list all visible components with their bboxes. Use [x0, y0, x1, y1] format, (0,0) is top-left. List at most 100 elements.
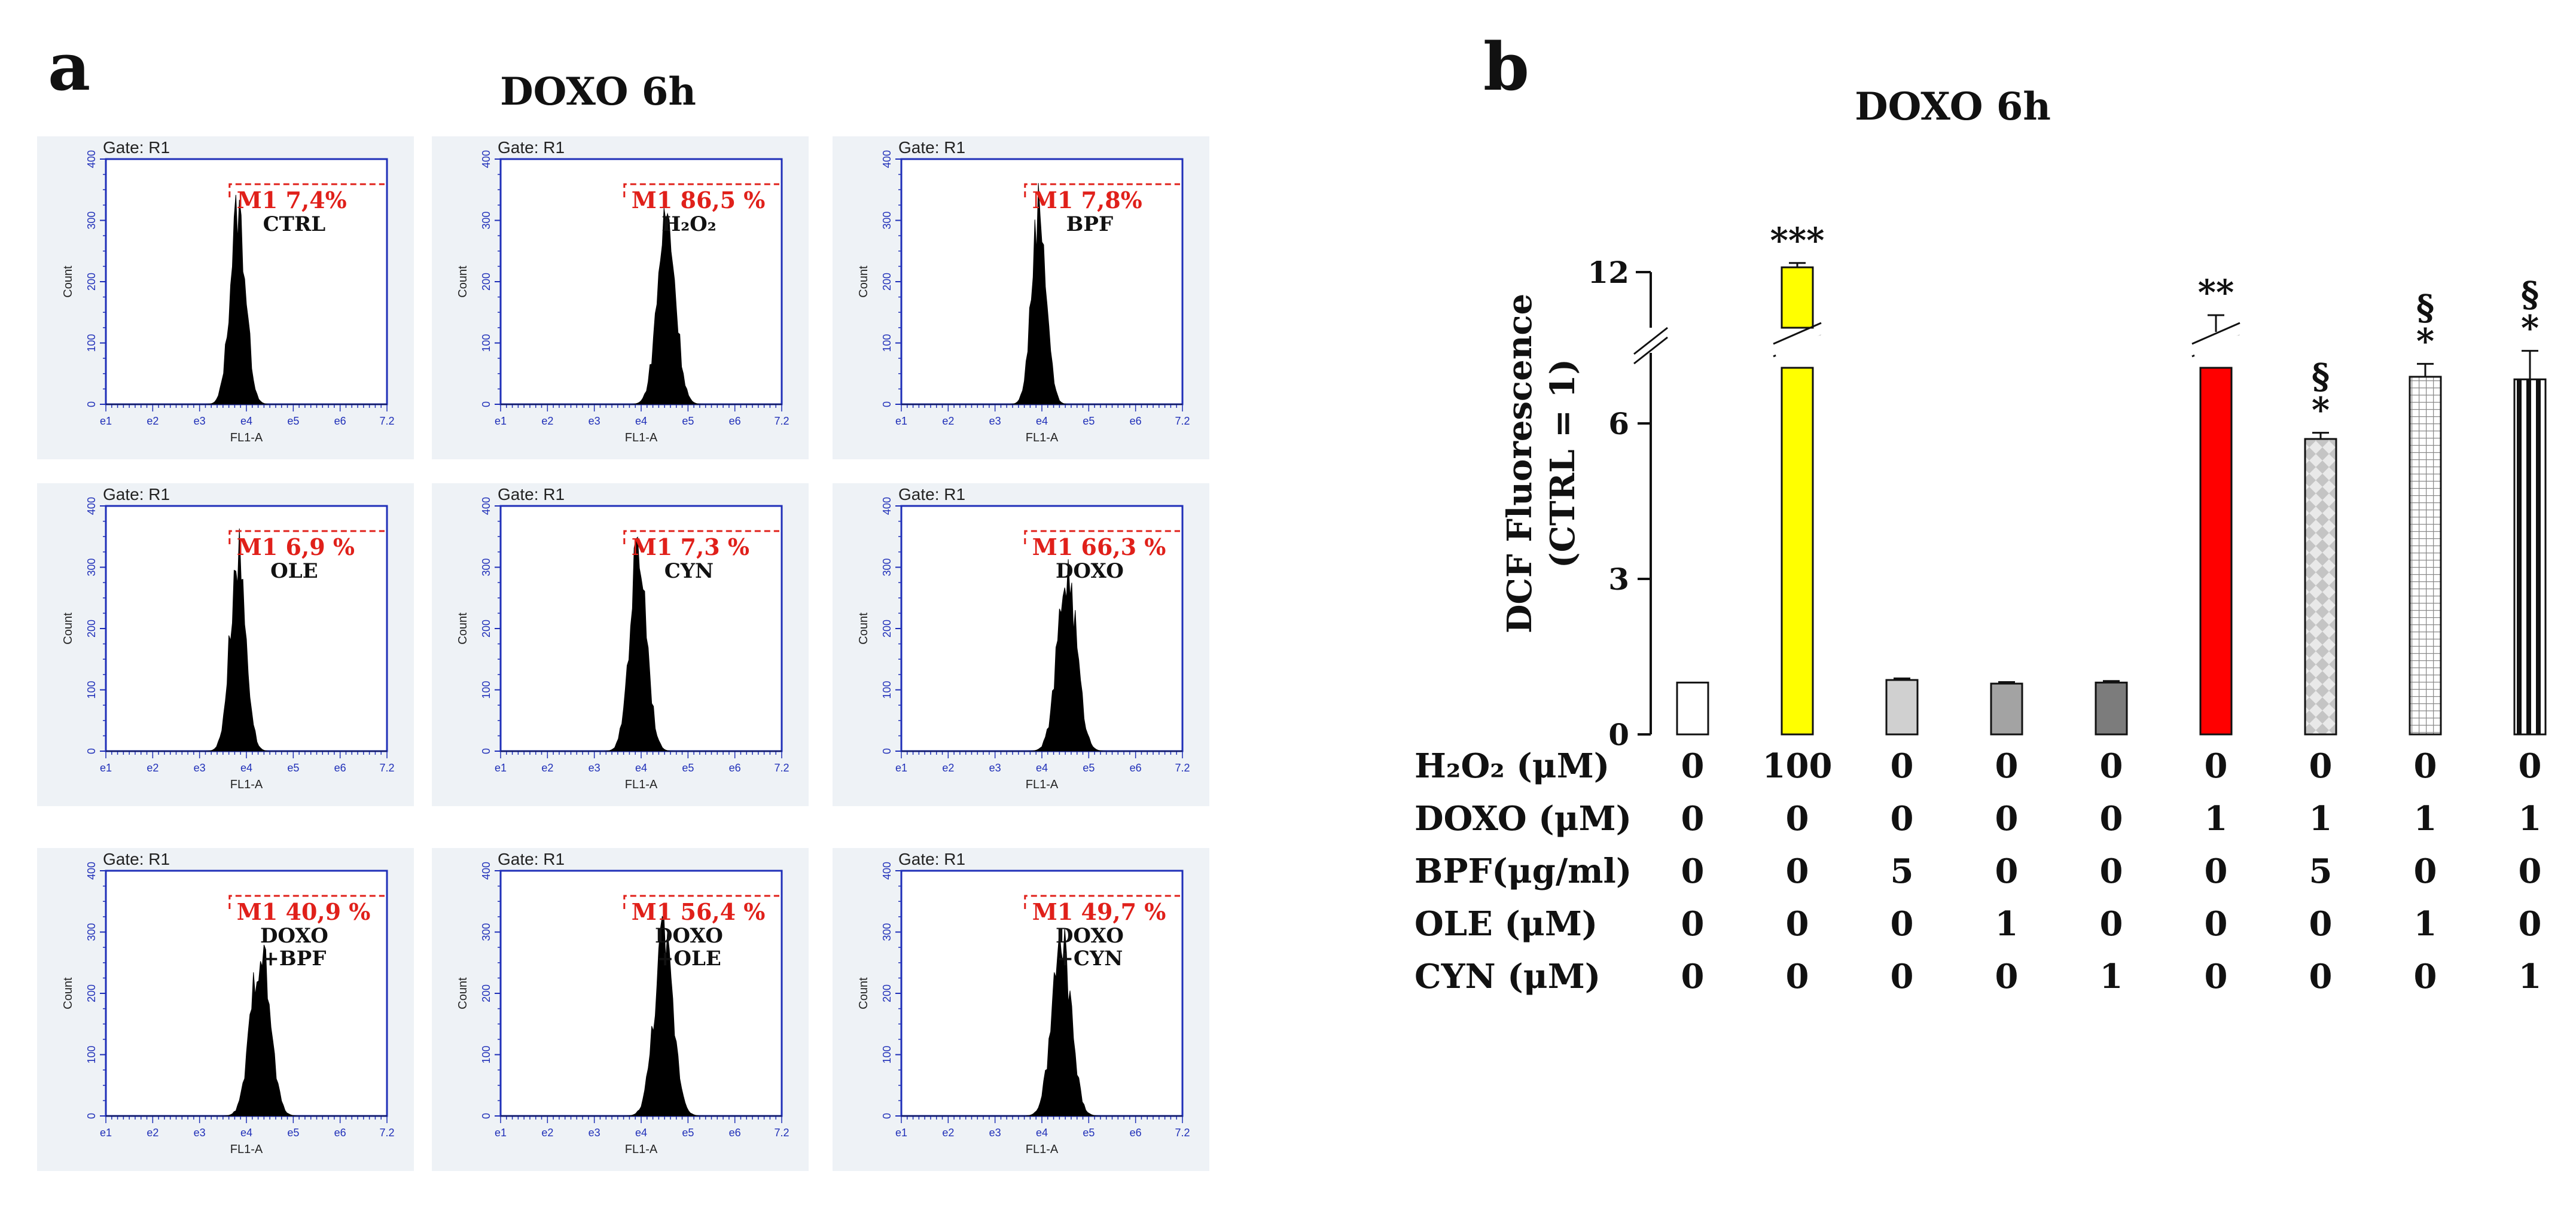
histogram-panel: Gate: R1 0 100 200 300 400 Count e1 e2 e3 e4 e5 e6 7.… [37, 483, 414, 806]
table-row-label: CYN (μM) [1414, 957, 1601, 996]
sample-label: +OLE [657, 947, 721, 971]
table-cell: 0 [1995, 957, 2019, 996]
gate-label: Gate: R1 [898, 138, 965, 157]
x-tick-label: 7.2 [1175, 762, 1190, 774]
y-tick-label: 200 [881, 273, 893, 291]
x-axis-label: FL1-A [625, 778, 658, 791]
table-cell: 0 [1995, 746, 2019, 786]
y-axis-label: Count [62, 266, 75, 298]
y-axis-label: Count [857, 977, 870, 1009]
x-tick-label: e1 [495, 1127, 507, 1139]
x-tick-label: 7.2 [774, 762, 789, 774]
table-cell: 0 [2519, 852, 2542, 891]
table-cell: 0 [2100, 746, 2123, 786]
x-tick-label: e2 [942, 762, 954, 774]
x-tick-label: 7.2 [774, 415, 789, 427]
axis-break-mark [1633, 336, 1668, 365]
m1-percentage: M1 49,7 % [1032, 898, 1166, 925]
histogram-peak [901, 183, 1182, 405]
bar [1781, 367, 1814, 736]
x-tick-label: e6 [1130, 1127, 1142, 1139]
table-cell: 0 [1891, 799, 1914, 838]
x-tick-label: e4 [240, 762, 252, 774]
significance-marker: § [2416, 287, 2434, 328]
table-row-label: DOXO (μM) [1414, 799, 1632, 838]
y-tick-label: 100 [480, 1045, 492, 1063]
gate-label: Gate: R1 [498, 138, 565, 157]
m1-percentage: M1 56,4 % [632, 898, 766, 925]
sample-label: OLE [270, 559, 318, 583]
y-tick-label: 0 [881, 1113, 893, 1119]
histogram-panel: Gate: R1 0 100 200 300 400 Count e1 e2 e3 e4 e5 e6 7.… [432, 848, 809, 1171]
y-tick-label: 300 [86, 923, 97, 941]
x-tick-label: e6 [334, 762, 346, 774]
gate-label: Gate: R1 [898, 485, 965, 504]
significance-marker: § [2521, 275, 2539, 315]
y-tick-label: 0 [480, 748, 492, 754]
table-cell: 0 [2100, 904, 2123, 944]
y-tick-label: 400 [480, 150, 492, 168]
y-tick-label: 200 [86, 273, 97, 291]
table-cell: 0 [1681, 852, 1705, 891]
y-axis-label: Count [456, 612, 470, 645]
x-tick-label: e2 [541, 762, 553, 774]
y-axis-label-line1: DCF Fluorescence [1500, 294, 1539, 633]
x-tick-label: e2 [541, 1127, 553, 1139]
y-tick-label: 200 [86, 984, 97, 1002]
y-axis-label: Count [456, 977, 470, 1009]
histogram-panel: Gate: R1 0 100 200 300 400 Count e1 e2 e3 e4 e5 e6 7.… [833, 136, 1209, 459]
significance-marker: * [2521, 308, 2539, 349]
m1-gate-line [228, 895, 385, 909]
table-cell: 0 [2414, 746, 2437, 786]
histogram-panel: Gate: R1 0 100 200 300 400 Count e1 e2 e3 e4 e5 e6 7.… [432, 136, 809, 459]
sample-label: DOXO [1056, 924, 1124, 948]
gate-label: Gate: R1 [898, 850, 965, 868]
x-tick-label: e6 [729, 1127, 741, 1139]
bar-upper-segment [1781, 266, 1814, 329]
table-cell: 1 [2414, 904, 2437, 944]
histogram-peak [106, 944, 387, 1117]
y-axis-label: Count [62, 612, 75, 645]
m1-percentage: M1 86,5 % [632, 187, 766, 214]
bar-break-mark [2191, 322, 2240, 345]
x-tick-label: e2 [942, 1127, 954, 1139]
histogram-peak [501, 916, 782, 1117]
x-tick-label: e4 [635, 762, 647, 774]
y-tick-label: 400 [86, 862, 97, 880]
bar [1990, 682, 2023, 736]
table-cell: 0 [1995, 799, 2019, 838]
x-axis-label: FL1-A [625, 1143, 658, 1156]
y-axis-label: Count [857, 266, 870, 298]
gate-label: Gate: R1 [498, 850, 565, 868]
x-tick-label: e6 [729, 415, 741, 427]
sample-label: +BPF [262, 947, 326, 971]
table-row-label: H₂O₂ (μM) [1414, 746, 1609, 786]
table-cell: 1 [2309, 799, 2333, 838]
table-cell: 0 [1786, 799, 1809, 838]
table-cell: 1 [2205, 799, 2228, 838]
x-tick-label: e2 [147, 1127, 158, 1139]
x-axis-label: FL1-A [230, 1143, 263, 1156]
x-tick-label: e2 [541, 415, 553, 427]
gate-label: Gate: R1 [498, 485, 565, 504]
x-tick-label: e4 [1036, 1127, 1048, 1139]
histogram-peak [901, 928, 1182, 1117]
x-tick-label: e6 [334, 1127, 346, 1139]
m1-gate-line [623, 530, 779, 544]
x-tick-label: e1 [895, 1127, 907, 1139]
x-tick-label: e2 [942, 415, 954, 427]
histogram-panel: Gate: R1 0 100 200 300 400 Count e1 e2 e3 e4 e5 e6 7.… [37, 848, 414, 1171]
table-cell: 0 [2414, 957, 2437, 996]
x-tick-label: 7.2 [379, 762, 394, 774]
table-cell: 0 [1786, 852, 1809, 891]
x-tick-label: 7.2 [379, 1127, 394, 1139]
x-tick-label: e5 [1083, 762, 1095, 774]
x-tick-label: 7.2 [1175, 1127, 1190, 1139]
bar-break-mark [1773, 322, 1822, 345]
sample-label: DOXO [260, 924, 328, 948]
x-axis-label: FL1-A [230, 778, 263, 791]
x-axis-label: FL1-A [1026, 431, 1059, 444]
y-tick-label: 0 [86, 1113, 97, 1119]
x-tick-label: e5 [682, 762, 694, 774]
